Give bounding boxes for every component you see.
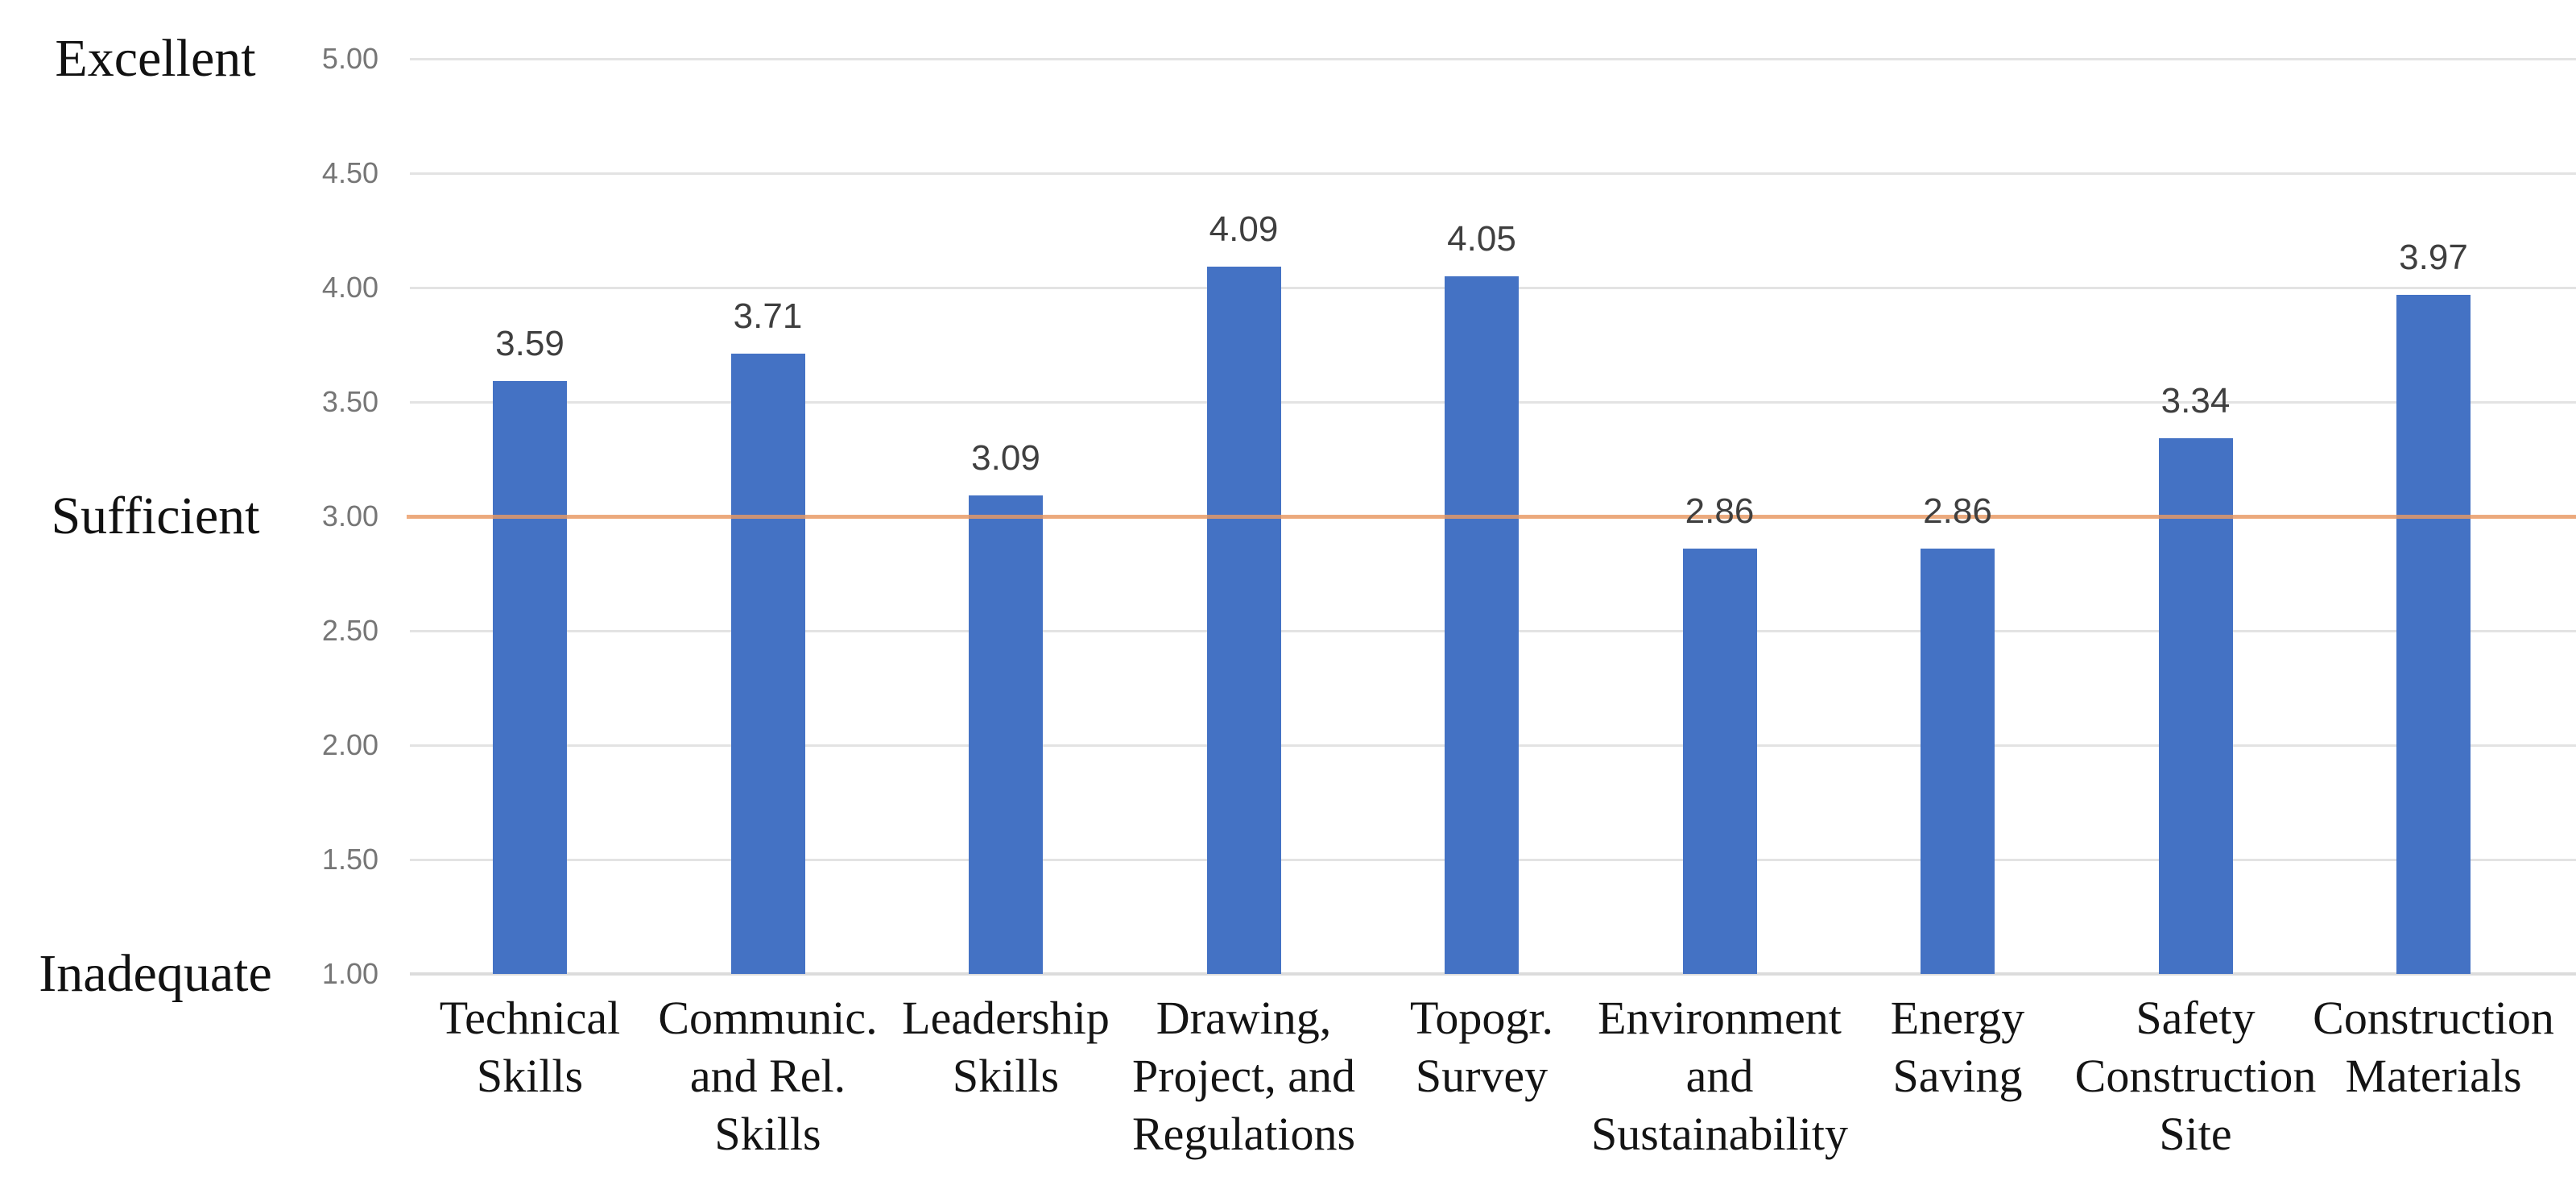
category-label: Safety Construction Site bbox=[2055, 989, 2337, 1163]
x-axis-line bbox=[410, 972, 2576, 976]
bar bbox=[493, 381, 567, 974]
category-label-line: Sustainability bbox=[1591, 1108, 1848, 1160]
category-label-line: Technical bbox=[439, 992, 621, 1044]
category-label-line: Safety bbox=[2136, 992, 2256, 1044]
y-tick-label: 3.00 bbox=[321, 499, 378, 532]
bar-value-label: 3.71 bbox=[733, 296, 803, 337]
gridline bbox=[410, 172, 2576, 175]
y-tick-label: 2.50 bbox=[321, 614, 378, 647]
bar-value-label: 2.86 bbox=[1923, 491, 1992, 531]
gridline bbox=[410, 58, 2576, 60]
bar-value-label: 4.05 bbox=[1447, 218, 1516, 259]
category-label: Energy Saving bbox=[1817, 989, 2098, 1105]
category-label-line: Leadership bbox=[902, 992, 1110, 1044]
category-label-line: Energy bbox=[1890, 992, 2025, 1044]
bar-value-label: 3.59 bbox=[495, 324, 564, 364]
y-tick-label: 4.50 bbox=[321, 156, 378, 189]
category-label-line: Project, and bbox=[1131, 1050, 1356, 1102]
category-label: Leadership Skills bbox=[865, 989, 1147, 1105]
category-label-line: Saving bbox=[1892, 1050, 2023, 1102]
bar bbox=[730, 354, 805, 974]
category-label: Communic. and Rel. Skills bbox=[627, 989, 909, 1163]
category-label-line: Skills bbox=[476, 1050, 584, 1102]
category-label-line: Communic. bbox=[658, 992, 878, 1044]
bar-value-label: 4.09 bbox=[1209, 209, 1279, 250]
bar bbox=[1921, 548, 1995, 974]
bar bbox=[969, 495, 1043, 974]
category-label-line: Site bbox=[2159, 1108, 2232, 1160]
category-label-line: Materials bbox=[2345, 1050, 2522, 1102]
category-label-line: Construction bbox=[2313, 992, 2554, 1044]
bar bbox=[1682, 548, 1757, 974]
category-label-line: Environment bbox=[1598, 992, 1842, 1044]
bar-value-label: 3.34 bbox=[2160, 381, 2231, 421]
category-label-line: Skills bbox=[714, 1108, 821, 1160]
category-label: Construction Materials bbox=[2293, 989, 2574, 1105]
bar bbox=[1445, 276, 1519, 974]
y-tick-label: 2.00 bbox=[321, 728, 378, 761]
bar-value-label: 3.09 bbox=[971, 438, 1040, 479]
category-label: Drawing, Project, and Regulations bbox=[1103, 989, 1385, 1163]
category-label-line: Drawing, bbox=[1156, 992, 1332, 1044]
y-tick-label: 5.00 bbox=[321, 42, 378, 75]
category-label: Environment and Sustainability bbox=[1579, 989, 1861, 1163]
bar bbox=[1206, 267, 1281, 974]
category-label-line: Construction bbox=[2074, 1050, 2317, 1102]
qualitative-axis-label: Sufficient bbox=[51, 487, 260, 545]
category-label-line: and bbox=[1685, 1050, 1754, 1102]
reference-line bbox=[407, 515, 2576, 519]
qualitative-axis-label: Inadequate bbox=[39, 944, 272, 1003]
y-tick-label: 3.50 bbox=[321, 385, 378, 418]
bar-value-label: 2.86 bbox=[1685, 491, 1755, 531]
qualitative-axis-label: Excellent bbox=[55, 29, 256, 88]
category-label-line: Survey bbox=[1415, 1050, 1548, 1102]
bar bbox=[2158, 438, 2233, 974]
bar-value-label: 3.97 bbox=[2399, 237, 2468, 277]
category-label: Technical Skills bbox=[389, 989, 671, 1105]
category-label-line: Regulations bbox=[1131, 1108, 1356, 1160]
category-label: Topogr. Survey bbox=[1341, 989, 1623, 1105]
category-label-line: and Rel. bbox=[689, 1050, 846, 1102]
y-tick-label: 1.00 bbox=[321, 957, 378, 990]
bar bbox=[2396, 294, 2471, 974]
category-label-line: Skills bbox=[952, 1050, 1060, 1102]
y-tick-label: 1.50 bbox=[321, 843, 378, 876]
y-tick-label: 4.00 bbox=[321, 271, 378, 304]
category-label-line: Topogr. bbox=[1410, 992, 1553, 1044]
